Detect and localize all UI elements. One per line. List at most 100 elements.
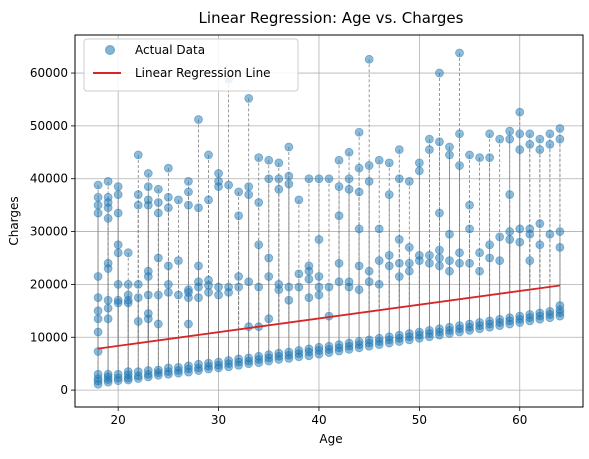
data-point (194, 115, 203, 124)
data-point (244, 190, 254, 199)
data-point (133, 367, 143, 376)
data-point (294, 346, 304, 355)
data-point (254, 240, 264, 250)
data-point (103, 176, 113, 186)
data-point (515, 145, 525, 155)
data-point (194, 261, 203, 271)
data-point (505, 235, 515, 244)
data-point (525, 256, 535, 266)
legend-marker-actual-data (105, 45, 115, 55)
data-point (384, 158, 394, 168)
data-point (93, 327, 103, 337)
data-point (505, 190, 515, 199)
data-point (234, 354, 244, 364)
data-point (133, 150, 143, 160)
data-point (455, 258, 464, 268)
legend: Actual Data Linear Regression Line (83, 38, 299, 92)
data-point (294, 195, 304, 205)
data-point (204, 358, 213, 368)
data-point (174, 290, 183, 300)
data-point (515, 107, 525, 117)
data-point (234, 187, 244, 197)
data-point (465, 200, 474, 210)
x-tick-label: 40 (311, 413, 326, 427)
x-axis-label: Age (319, 432, 342, 446)
data-point (455, 48, 464, 58)
data-point (234, 272, 244, 281)
data-point (435, 261, 444, 271)
data-point (424, 325, 434, 335)
data-point (485, 240, 495, 250)
data-point (404, 176, 414, 186)
data-point (445, 266, 454, 276)
data-point (264, 350, 274, 360)
data-point (495, 134, 505, 144)
data-point (354, 187, 364, 197)
data-point (404, 329, 414, 338)
data-point (455, 129, 464, 139)
legend-box (83, 38, 299, 92)
data-point (214, 282, 223, 292)
data-point (525, 224, 535, 234)
data-point (314, 282, 324, 292)
data-point (294, 269, 304, 279)
data-point (394, 330, 404, 340)
data-point (274, 158, 284, 168)
data-point (234, 211, 244, 221)
data-point (163, 287, 173, 297)
data-point (163, 280, 173, 289)
data-point (184, 187, 193, 197)
data-point (103, 369, 113, 379)
regression-line-group (97, 284, 561, 350)
data-point (515, 237, 525, 247)
data-point (274, 348, 284, 358)
data-point (153, 253, 163, 263)
data-point (465, 319, 474, 329)
data-point (394, 272, 404, 281)
data-point (93, 180, 103, 190)
data-point (103, 192, 113, 202)
data-point (555, 301, 565, 310)
data-point (194, 277, 203, 287)
data-point (455, 161, 464, 170)
data-point (525, 129, 535, 139)
data-point (364, 277, 374, 287)
chart-title: Linear Regression: Age vs. Charges (199, 9, 464, 27)
data-point (143, 266, 153, 276)
data-point (435, 253, 444, 263)
data-point (475, 153, 484, 162)
data-point (184, 200, 193, 210)
data-point (505, 134, 515, 144)
data-point (133, 280, 143, 289)
data-point (264, 155, 274, 165)
data-point (344, 174, 354, 184)
data-point (384, 190, 394, 199)
data-point (113, 208, 123, 218)
data-point (254, 351, 264, 361)
data-point (364, 54, 374, 64)
data-point (184, 285, 193, 295)
data-point (445, 150, 454, 160)
data-point (113, 182, 123, 192)
data-point (445, 256, 454, 266)
data-point (324, 341, 334, 351)
data-point (103, 303, 113, 313)
data-point (194, 203, 203, 213)
data-point (344, 338, 354, 348)
data-point (274, 280, 284, 289)
data-point (545, 139, 555, 149)
data-point (555, 243, 565, 252)
data-point (465, 258, 474, 268)
axis-ticks: 20 30 40 50 60 0 10000 20000 30000 40000 50000 6000… (30, 66, 528, 427)
data-point (153, 198, 163, 207)
data-point (455, 321, 464, 331)
data-point (93, 314, 103, 324)
data-point (404, 243, 414, 252)
data-point (485, 253, 495, 263)
data-point (344, 277, 354, 287)
data-point (384, 332, 394, 342)
data-point (525, 310, 535, 319)
data-point (274, 174, 284, 184)
data-point (364, 335, 374, 345)
